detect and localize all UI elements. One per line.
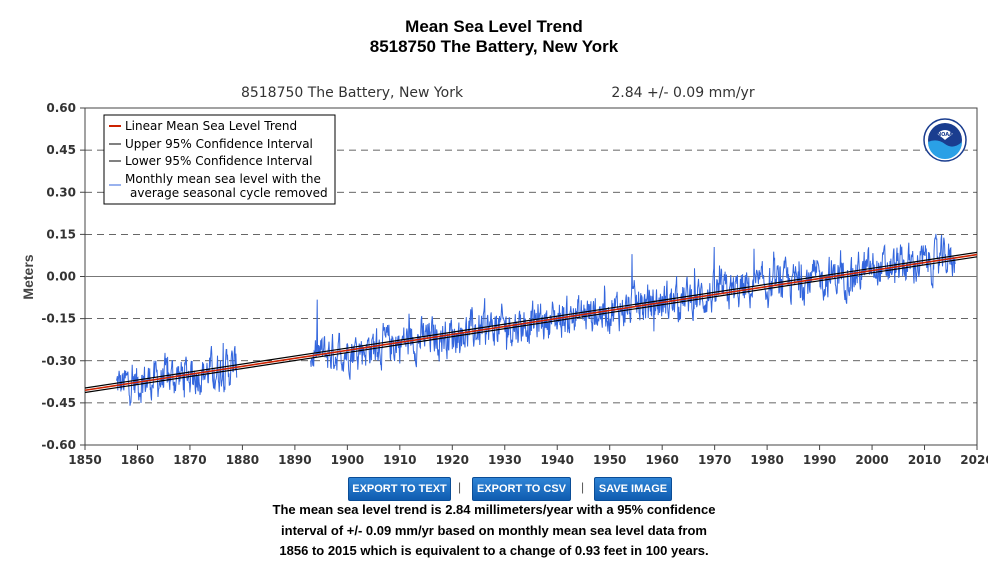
- chart-subtitle: 8518750 The Battery, New York: [369, 37, 619, 56]
- x-tick-label: 2010: [908, 453, 941, 467]
- y-axis-label: Meters: [20, 254, 36, 299]
- legend: Linear Mean Sea Level Trend Upper 95% Co…: [103, 114, 336, 205]
- y-tick-label: 0.00: [46, 270, 76, 284]
- chart-title: Mean Sea Level Trend: [405, 17, 583, 36]
- summary-line-3: 1856 to 2015 which is equivalent to a ch…: [279, 543, 709, 558]
- x-tick-label: 1960: [645, 453, 678, 467]
- x-tick-label: 2000: [855, 453, 888, 467]
- toolbar-separator: |: [581, 480, 585, 494]
- legend-label-monthly-2: average seasonal cycle removed: [130, 186, 328, 200]
- export-to-csv-button[interactable]: EXPORT TO CSV: [472, 477, 571, 501]
- noaa-logo-icon: NOAA: [923, 118, 967, 162]
- y-tick-label: -0.60: [41, 438, 76, 452]
- summary-line-1: The mean sea level trend is 2.84 millime…: [272, 502, 716, 517]
- x-tick-label: 1910: [383, 453, 416, 467]
- toolbar-separator: |: [458, 480, 462, 494]
- chart-station-label: 8518750 The Battery, New York: [241, 85, 464, 101]
- save-image-button[interactable]: SAVE IMAGE: [594, 477, 672, 501]
- export-to-text-button[interactable]: EXPORT TO TEXT: [348, 477, 451, 501]
- legend-label-lower: Lower 95% Confidence Interval: [125, 154, 313, 168]
- trend-lines: [84, 251, 978, 394]
- upper-ci-line: [84, 251, 978, 389]
- legend-box: [103, 114, 336, 205]
- sea-level-chart: 8518750 The Battery, New York 2.84 +/- 0…: [20, 85, 988, 467]
- x-tick-label: 2020: [960, 453, 988, 467]
- x-tick-label: 1970: [698, 453, 731, 467]
- x-tick-label: 1930: [488, 453, 521, 467]
- x-tick-label: 1920: [436, 453, 469, 467]
- chart-trend-label: 2.84 +/- 0.09 mm/yr: [611, 85, 754, 101]
- x-tick-label: 1860: [121, 453, 154, 467]
- trend-line: [84, 253, 978, 392]
- x-tick-label: 1880: [226, 453, 259, 467]
- y-tick-label: 0.60: [46, 101, 76, 115]
- x-tick-label: 1980: [750, 453, 783, 467]
- axes: 0.60 0.45 0.30 0.15 0.00 -0.15 -0.30 -0.45 -0.60…: [41, 101, 988, 467]
- legend-label-monthly: Monthly mean sea level with the: [125, 172, 321, 186]
- summary-line-2: interval of +/- 0.09 mm/yr based on mont…: [281, 522, 707, 538]
- x-tick-label: 1990: [803, 453, 836, 467]
- monthly-series-line: [310, 233, 956, 380]
- x-tick-label: 1900: [331, 453, 364, 467]
- y-tick-label: -0.15: [41, 312, 76, 326]
- legend-label-trend: Linear Mean Sea Level Trend: [125, 119, 297, 133]
- x-tick-label: 1850: [68, 453, 101, 467]
- y-tick-label: 0.15: [46, 227, 76, 241]
- export-toolbar: EXPORT TO TEXT | EXPORT TO CSV | SAVE IM…: [0, 477, 988, 501]
- x-tick-label: 1950: [593, 453, 626, 467]
- x-tick-label: 1940: [541, 453, 574, 467]
- x-tick-label: 1870: [173, 453, 206, 467]
- trend-summary: The mean sea level trend is 2.84 millime…: [230, 500, 758, 562]
- noaa-logo-text: NOAA: [937, 132, 953, 138]
- lower-ci-line: [84, 256, 978, 394]
- y-tick-label: -0.45: [41, 396, 76, 410]
- x-tick-label: 1890: [278, 453, 311, 467]
- y-tick-label: 0.45: [46, 143, 76, 157]
- y-tick-label: -0.30: [41, 354, 76, 368]
- legend-label-upper: Upper 95% Confidence Interval: [125, 137, 313, 151]
- y-tick-label: 0.30: [46, 185, 76, 199]
